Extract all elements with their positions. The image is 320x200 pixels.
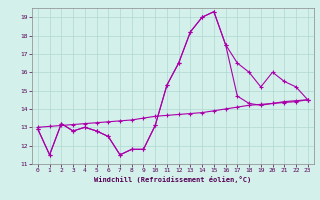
X-axis label: Windchill (Refroidissement éolien,°C): Windchill (Refroidissement éolien,°C) bbox=[94, 176, 252, 183]
